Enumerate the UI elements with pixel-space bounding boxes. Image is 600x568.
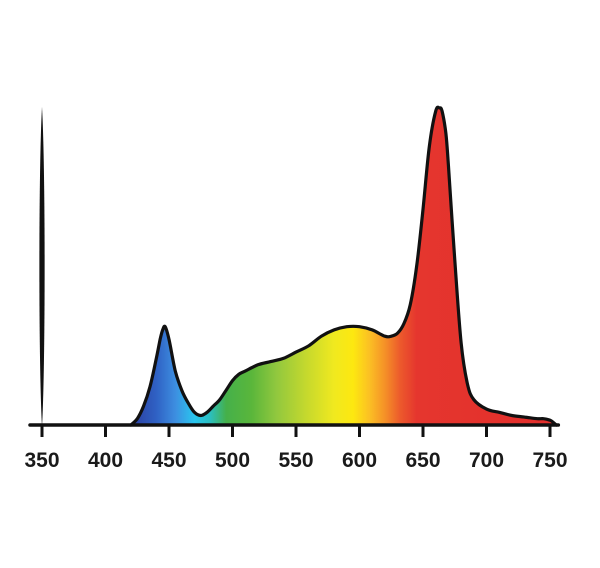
spectrum-area-fill [130,107,557,425]
x-tick-label: 400 [88,449,123,472]
x-tick-label: 600 [342,449,377,472]
x-tick-label: 650 [405,449,440,472]
spectrum-outline-line [129,105,558,427]
x-axis-tick-labels: 350 400 450 500 550 600 650 700 750 [24,449,567,472]
x-tick-label: 500 [215,449,250,472]
x-tick-label: 750 [532,449,567,472]
x-tick-label: 450 [151,449,186,472]
plot-area [129,105,558,427]
y-axis-line [39,107,45,427]
x-tick-label: 550 [278,449,313,472]
x-tick-label: 700 [469,449,504,472]
x-axis-ticks [40,425,552,437]
x-tick-label: 350 [24,449,59,472]
